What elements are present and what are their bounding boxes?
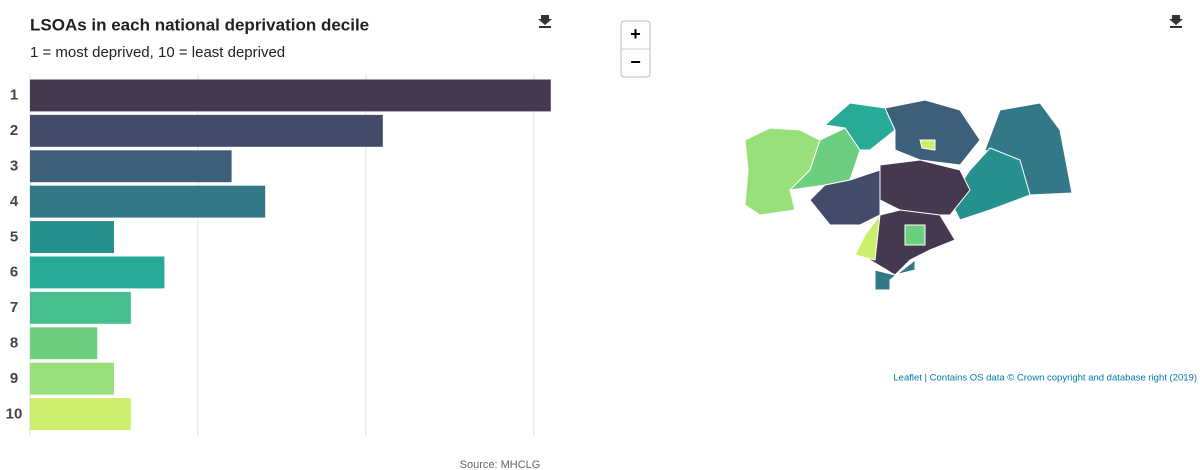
zoom-in[interactable]: + (630, 24, 641, 44)
map-area (879, 159, 971, 216)
y-tick-label: 10 (6, 405, 23, 422)
bar (30, 221, 114, 253)
source: Source: MHCLG (460, 459, 541, 470)
map[interactable] (744, 99, 1073, 291)
bar (30, 256, 165, 289)
bar (30, 362, 114, 395)
bar (30, 185, 266, 218)
chart-subtitle: 1 = most deprived, 10 = least deprived (30, 44, 285, 61)
bar (30, 291, 131, 324)
y-tick-label: 9 (10, 370, 18, 387)
y-tick-label: 8 (10, 334, 18, 351)
y-tick-label: 2 (10, 122, 18, 139)
bar (30, 398, 131, 430)
chart-title: LSOAs in each national deprivation decil… (30, 15, 369, 34)
y-tick-label: 1 (10, 87, 18, 104)
map-area (823, 102, 896, 151)
bar (30, 150, 232, 183)
download-icon[interactable] (538, 15, 552, 28)
map-area (884, 99, 981, 166)
map-area (904, 224, 926, 246)
map-area (854, 213, 881, 261)
y-tick-label: 6 (10, 264, 18, 281)
bar (30, 79, 551, 112)
y-tick-label: 3 (10, 157, 18, 174)
download-icon[interactable] (1169, 15, 1183, 28)
map-area (874, 258, 916, 291)
y-tick-label: 5 (10, 228, 18, 245)
y-tick-label: 7 (10, 299, 18, 316)
bar (30, 114, 383, 147)
bar (30, 327, 98, 360)
y-tick-label: 4 (10, 193, 19, 210)
zoom-control: + − (620, 20, 651, 78)
map-attribution[interactable]: Leaflet | Contains OS data © Crown copyr… (893, 373, 1197, 384)
map-area (919, 139, 936, 151)
zoom-out[interactable]: − (630, 52, 641, 72)
